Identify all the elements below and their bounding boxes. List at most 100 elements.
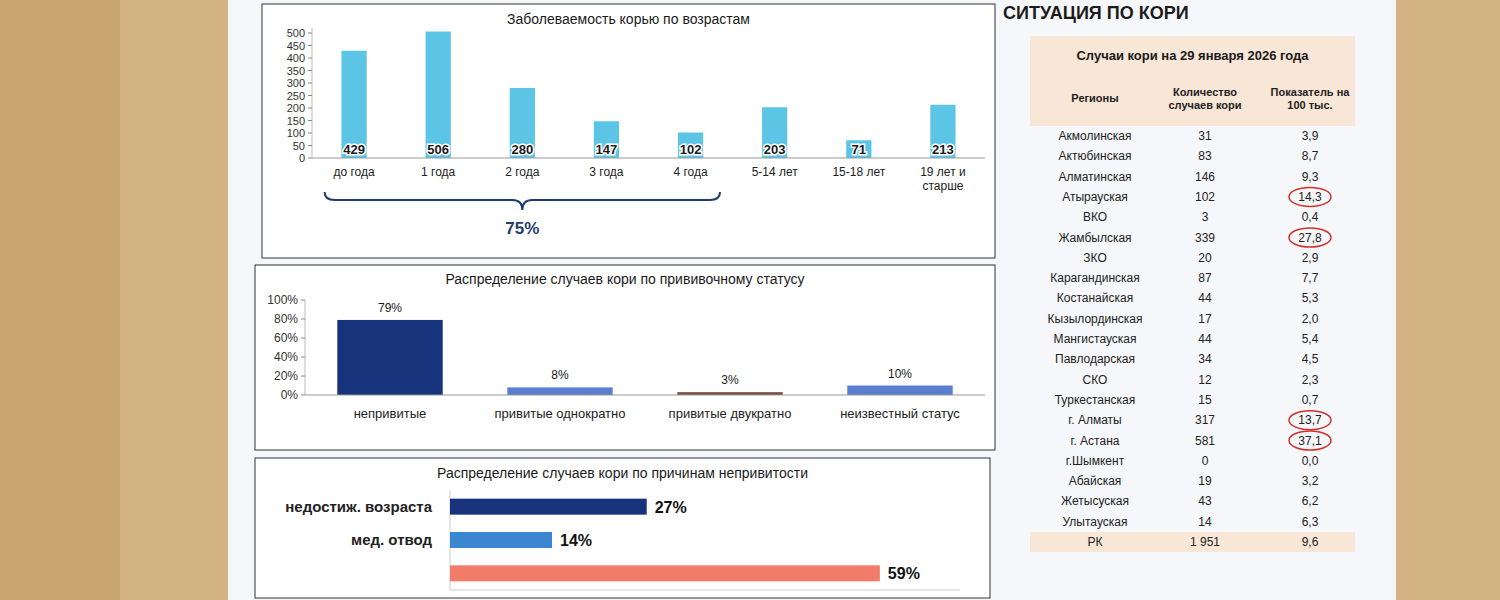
table-cell: 14 — [1198, 515, 1212, 529]
y-tick-label: 250 — [287, 90, 305, 102]
bar — [846, 140, 871, 158]
table-cell: 12 — [1198, 373, 1212, 387]
y-tick-label: 300 — [287, 77, 305, 89]
y-tick — [308, 133, 312, 134]
y-tick-label: 400 — [287, 52, 305, 64]
x-axis — [450, 590, 960, 591]
x-axis — [305, 395, 985, 396]
x-tick-label: 4 года — [673, 165, 708, 179]
table-cell: 0 — [1202, 454, 1209, 468]
y-tick-label: 500 — [287, 27, 305, 39]
bar — [426, 32, 451, 159]
highlight-circle — [1289, 431, 1331, 450]
y-tick-label: 200 — [287, 102, 305, 114]
y-tick-label: 0 — [299, 152, 305, 164]
table-cell: 19 — [1198, 474, 1212, 488]
table-cell: 0,4 — [1302, 210, 1319, 224]
slide-photo: СИТУАЦИЯ ПО КОРИ Заболеваемость корью по … — [0, 0, 1500, 600]
bar — [762, 107, 787, 158]
chart-title: Распределение случаев кори по прививочно… — [445, 271, 804, 287]
y-axis — [312, 28, 313, 158]
table-cell: ВКО — [1083, 210, 1107, 224]
table-cell: 8,7 — [1302, 149, 1319, 163]
table-cell: Костанайская — [1057, 291, 1133, 305]
table-cell: 102 — [1195, 190, 1215, 204]
y-tick — [308, 70, 312, 71]
panel — [255, 265, 995, 450]
chart-title: Распределение случаев кори по причинам н… — [437, 465, 808, 481]
bar — [337, 320, 442, 395]
table-cell: 44 — [1198, 332, 1212, 346]
bar — [450, 499, 647, 515]
data-label: 429 — [343, 142, 365, 157]
x-tick-label: 15-18 лет — [832, 165, 885, 179]
y-tick-label: 80% — [274, 312, 298, 326]
table-cell: Улытауская — [1063, 515, 1128, 529]
slide — [228, 0, 1396, 600]
y-tick-label: недостиж. возраста — [285, 498, 432, 515]
table-cell: 317 — [1195, 413, 1215, 427]
text-line: Количество — [1173, 86, 1237, 98]
y-tick — [308, 58, 312, 59]
table-cell: Жамбылская — [1058, 231, 1131, 245]
y-tick-label: 50 — [293, 140, 305, 152]
table-cell: 339 — [1195, 231, 1215, 245]
y-tick — [308, 33, 312, 34]
table-cell: Мангистауская — [1054, 332, 1137, 346]
wall-shade — [0, 0, 120, 600]
text-line: случаев кори — [1168, 99, 1241, 111]
table-cell: 0,0 — [1302, 454, 1319, 468]
table-cell: 3,9 — [1302, 129, 1319, 143]
text-line: привитые двукратно — [669, 406, 792, 421]
table-cell: 3,2 — [1302, 474, 1319, 488]
x-tick-label: 2 года — [505, 165, 540, 179]
table-cell: г. Алматы — [1068, 413, 1121, 427]
y-tick — [308, 45, 312, 46]
text-line: 3 года — [589, 165, 624, 179]
table-cell: 3 — [1202, 210, 1209, 224]
table-cell: 2,0 — [1302, 312, 1319, 326]
x-tick-label: 5-14 лет — [752, 165, 799, 179]
data-label: 147 — [596, 142, 618, 157]
x-tick-label: непривитые — [354, 406, 427, 421]
table-cell: Жетысуская — [1061, 494, 1129, 508]
table-cell: 2,3 — [1302, 373, 1319, 387]
x-tick-label: 1 года — [421, 165, 456, 179]
bracket — [325, 192, 720, 210]
bar — [678, 133, 703, 159]
column-header: Количествослучаев кори — [1168, 86, 1241, 111]
table-cell: 6,3 — [1302, 515, 1319, 529]
y-tick-label: мед. отвод — [351, 531, 432, 548]
table-cell: 9,3 — [1302, 170, 1319, 184]
data-label: 203 — [764, 142, 786, 157]
table-cell: Павлодарская — [1055, 352, 1135, 366]
bars — [337, 320, 952, 395]
bar — [930, 105, 955, 158]
table-cell: Карагандинская — [1050, 271, 1139, 285]
text-line: 15-18 лет — [832, 165, 885, 179]
table-cell: 0,7 — [1302, 393, 1319, 407]
table-cell: 43 — [1198, 494, 1212, 508]
annotation: 75% — [505, 219, 539, 238]
data-label: 8% — [551, 368, 569, 382]
y-tick-label: 60% — [274, 331, 298, 345]
data-label: 27% — [655, 499, 687, 516]
table-cell: 27,8 — [1298, 231, 1322, 245]
y-tick — [301, 338, 305, 339]
text-line: 1 года — [421, 165, 456, 179]
chart-title: Заболеваемость корью по возрастам — [507, 11, 750, 27]
x-tick-label: неизвестный статус — [840, 406, 960, 421]
table-cell: 146 — [1195, 170, 1215, 184]
table-header-bg — [1030, 36, 1355, 126]
table-cell: 17 — [1198, 312, 1212, 326]
table-cell: 14,3 — [1298, 190, 1322, 204]
x-tick-label: до года — [333, 165, 375, 179]
slide-title: СИТУАЦИЯ ПО КОРИ — [1003, 3, 1189, 23]
y-tick — [308, 120, 312, 121]
table-cell: г.Шымкент — [1066, 454, 1125, 468]
x-tick-label: 3 года — [589, 165, 624, 179]
wall — [0, 0, 1500, 600]
y-tick — [308, 108, 312, 109]
text-line: до года — [333, 165, 375, 179]
table-cell: ЗКО — [1083, 251, 1106, 265]
